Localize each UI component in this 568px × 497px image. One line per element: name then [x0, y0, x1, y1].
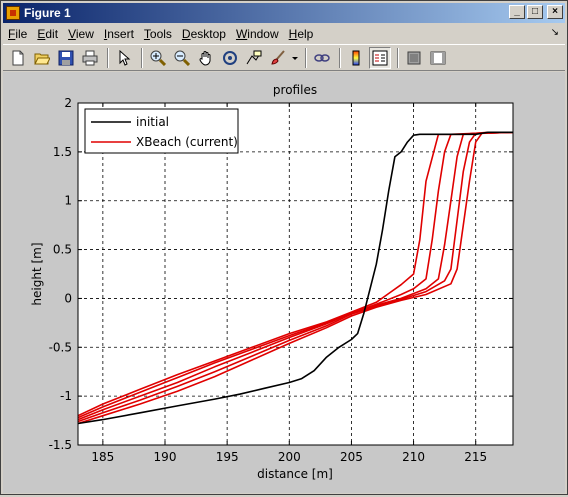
series-line-xbeach — [77, 131, 514, 425]
open-file-icon[interactable] — [31, 47, 53, 69]
toolbar-separator — [305, 47, 307, 68]
rotate-3d-icon[interactable] — [219, 47, 241, 69]
x-tick-label: 200 — [278, 450, 301, 464]
y-tick-label: 0.5 — [53, 243, 72, 257]
dropdown-arrow-icon[interactable] — [291, 47, 299, 69]
chart-title: profiles — [273, 83, 317, 97]
figure-canvas[interactable]: 185 190 195 200 205 210 215 -1.5 -1 -0.5 0 0.5 1 1.5 2… — [3, 72, 565, 493]
x-tick-label: 190 — [154, 450, 177, 464]
x-tick-label: 210 — [402, 450, 425, 464]
zoom-out-icon[interactable] — [171, 47, 193, 69]
new-figure-icon[interactable] — [7, 47, 29, 69]
y-axis-label: height [m] — [30, 242, 44, 305]
menu-mnemonic: H — [288, 26, 298, 41]
toolbar-separator — [107, 47, 109, 68]
print-icon[interactable] — [79, 47, 101, 69]
menu-mnemonic: I — [103, 26, 108, 41]
x-tick-label: 185 — [91, 450, 114, 464]
menu-mnemonic: V — [68, 26, 76, 41]
toolbar-separator — [141, 47, 143, 68]
series-line-xbeach — [77, 131, 514, 421]
menu-item[interactable]: Help — [284, 27, 319, 41]
x-tick-label: 205 — [340, 450, 363, 464]
series-line-initial — [77, 131, 513, 425]
menu-mnemonic: E — [37, 26, 46, 41]
menu-item[interactable]: View — [63, 27, 99, 41]
menu-mnemonic: T — [143, 26, 150, 41]
close-button[interactable]: × — [547, 5, 563, 19]
menu-item[interactable]: Desktop — [177, 27, 231, 41]
menu-mnemonic: W — [235, 26, 248, 41]
toolbar-separator — [339, 47, 341, 68]
menu-label-rest: ile — [15, 26, 28, 41]
plot-series — [77, 131, 514, 425]
menu-label-rest: indow — [247, 26, 279, 41]
x-axis-label: distance [m] — [257, 467, 333, 481]
legend-icon[interactable] — [369, 46, 391, 69]
axis-ticks: 185 190 195 200 205 210 215 -1.5 -1 -0.5 0 0.5 1 1.5 2 — [49, 96, 513, 464]
x-tick-label: 215 — [464, 450, 487, 464]
menubar-dock-arrow-icon[interactable]: ↘ — [550, 27, 559, 38]
menu-label-rest: elp — [297, 26, 314, 41]
menu-label-rest: nsert — [107, 26, 134, 41]
menu-label-rest: dit — [45, 26, 59, 41]
y-tick-label: -0.5 — [49, 340, 72, 354]
y-tick-label: 1 — [64, 194, 72, 208]
matlab-figure-icon — [6, 6, 20, 20]
menu-item[interactable]: File — [3, 27, 32, 41]
title-bar[interactable]: Figure 1 _ □ × — [3, 3, 565, 23]
toolbar-separator — [397, 47, 399, 68]
grid-lines — [78, 103, 513, 445]
legend-label-initial: initial — [136, 115, 169, 129]
menu-label-rest: iew — [75, 26, 94, 41]
window-title: Figure 1 — [24, 6, 71, 20]
link-icon[interactable] — [311, 47, 333, 69]
menu-mnemonic: D — [181, 26, 191, 41]
legend-label-xbeach: XBeach (current) — [136, 135, 238, 149]
maximize-button[interactable]: □ — [527, 5, 543, 19]
y-tick-label: -1 — [60, 389, 72, 403]
y-tick-label: 1.5 — [53, 145, 72, 159]
select-arrow-icon[interactable] — [113, 47, 135, 69]
hide-plot-tools-icon[interactable] — [403, 47, 425, 69]
minimize-button[interactable]: _ — [509, 5, 525, 19]
y-tick-label: 0 — [64, 291, 72, 305]
menu-mnemonic: F — [8, 26, 16, 41]
menu-label-rest: ools — [149, 26, 172, 41]
menu-bar: File Edit View Insert Tools Desktop Window Help… — [3, 24, 565, 43]
show-plot-tools-icon[interactable] — [427, 47, 449, 69]
y-tick-label: 2 — [64, 96, 72, 110]
plot-svg[interactable]: 185 190 195 200 205 210 215 -1.5 -1 -0.5 0 0.5 1 1.5 2… — [3, 72, 565, 493]
menu-item[interactable]: Tools — [139, 27, 177, 41]
menu-label-rest: esktop — [190, 26, 226, 41]
axes-box — [77, 102, 514, 446]
colorbar-icon[interactable] — [345, 47, 367, 69]
menu-item[interactable]: Insert — [99, 27, 139, 41]
data-cursor-icon[interactable] — [243, 47, 265, 69]
pan-hand-icon[interactable] — [195, 47, 217, 69]
menu-item[interactable]: Edit — [32, 27, 63, 41]
figure-toolbar — [3, 44, 565, 71]
series-line-xbeach — [77, 131, 514, 423]
y-tick-label: -1.5 — [49, 438, 72, 452]
series-line-xbeach — [77, 131, 514, 419]
legend[interactable]: initial XBeach (current) — [84, 108, 239, 154]
legend-box — [84, 108, 239, 154]
save-icon[interactable] — [55, 47, 77, 69]
x-tick-label: 195 — [216, 450, 239, 464]
menu-item[interactable]: Window — [231, 27, 284, 41]
zoom-in-icon[interactable] — [147, 47, 169, 69]
brush-icon[interactable] — [267, 47, 289, 69]
